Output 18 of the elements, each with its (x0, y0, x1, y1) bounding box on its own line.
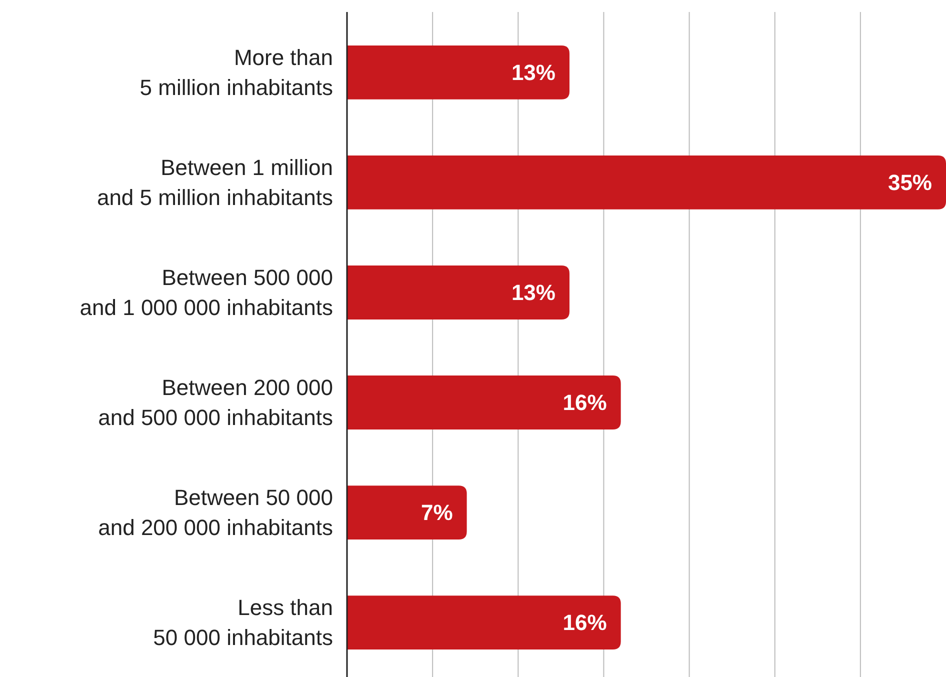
bar (347, 46, 570, 100)
bar (347, 596, 621, 650)
data-label: 16% (562, 610, 607, 636)
y-tick-label: Between 50 000 and 200 000 inhabitants (98, 485, 333, 540)
bar (347, 266, 570, 320)
bar (347, 376, 621, 430)
bar (347, 156, 946, 210)
data-label: 16% (562, 390, 607, 416)
y-tick-label: Between 500 000 and 1 000 000 inhabitants (80, 265, 333, 320)
bar (347, 486, 467, 540)
data-label: 35% (888, 170, 932, 196)
data-label: 13% (511, 60, 556, 86)
y-tick-label: More than 5 million inhabitants (140, 45, 333, 100)
data-label: 7% (421, 500, 453, 526)
y-tick-label: Between 1 million and 5 million inhabitants (96, 155, 333, 210)
y-tick-label: Between 200 000 and 500 000 inhabitants (98, 375, 333, 430)
y-tick-label: Less than 50 000 inhabitants (153, 595, 333, 650)
data-label: 13% (511, 280, 556, 306)
